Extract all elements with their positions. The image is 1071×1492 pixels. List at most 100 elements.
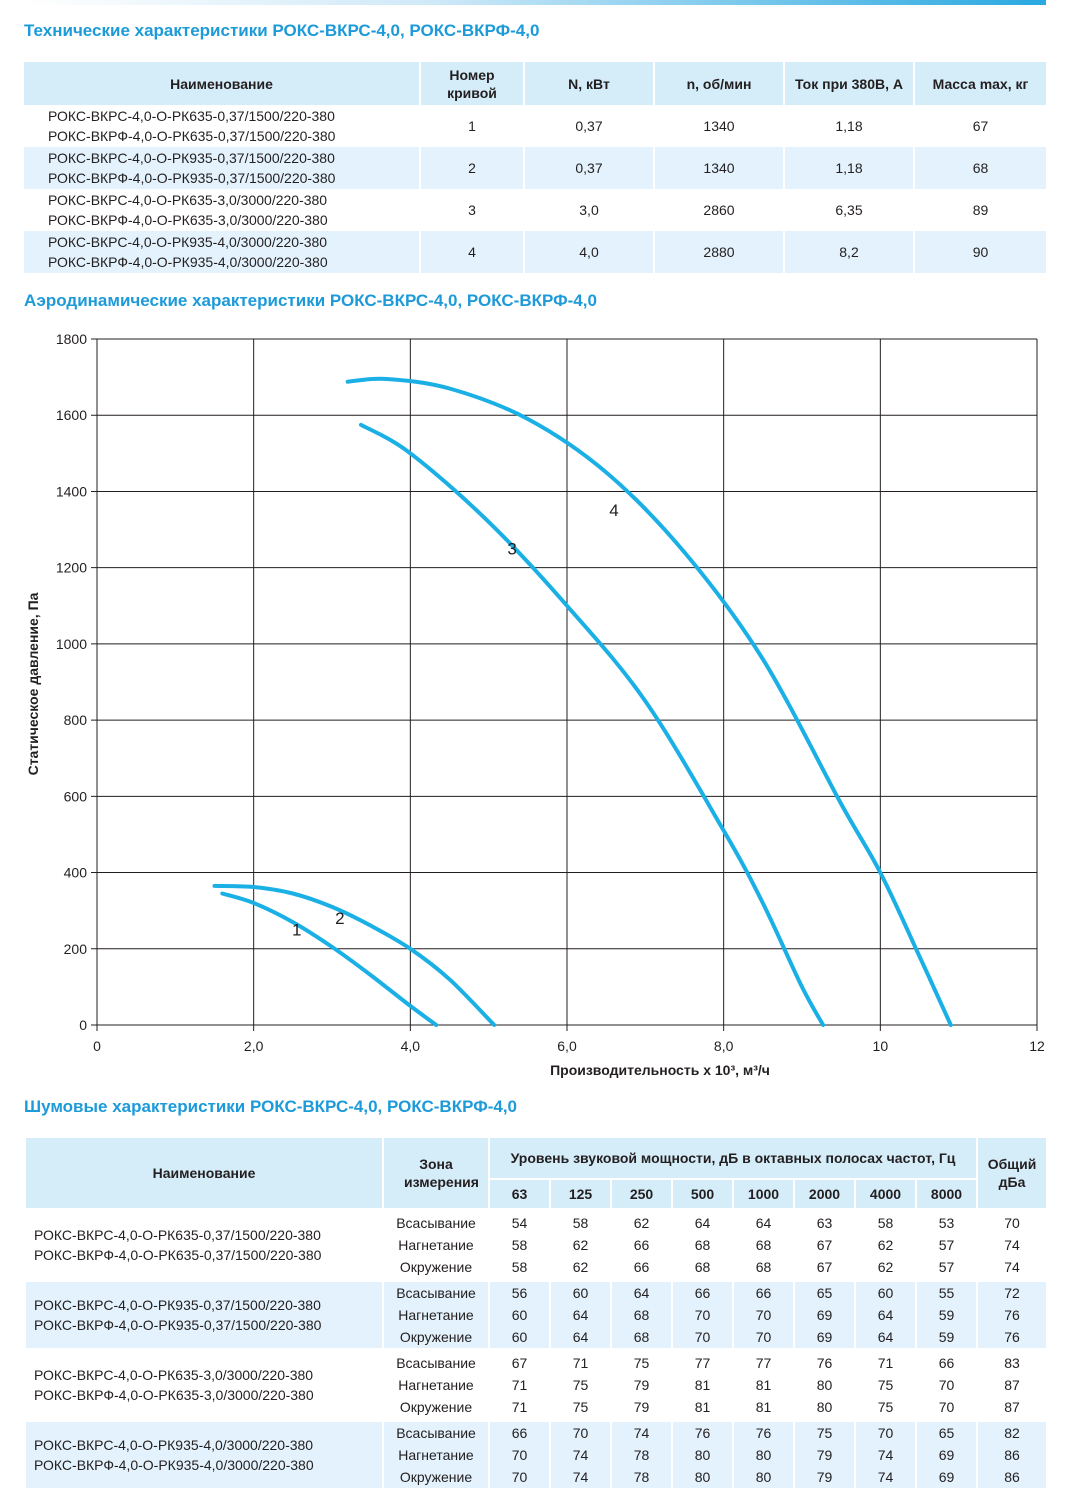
noise-cell-value: 76 (732, 1418, 795, 1444)
noise-cell-value: 54 (488, 1208, 551, 1234)
noise-cell-value: 77 (732, 1348, 795, 1374)
noise-cell-value: 66 (671, 1278, 734, 1304)
curve-label: 2 (335, 909, 344, 928)
model-name-line: РОКС-ВКРС-4,0-О-РК635-3,0/3000/220-380 (48, 192, 328, 208)
noise-cell-value: 62 (854, 1234, 917, 1256)
noise-cell-value: 69 (914, 1444, 979, 1466)
curve-label: 4 (609, 501, 618, 520)
noise-cell-value: 79 (610, 1374, 673, 1396)
spec-row: РОКС-ВКРС-4,0-О-РК935-0,37/1500/220-380 Р… (24, 147, 1046, 189)
spec-cell-name: РОКС-ВКРС-4,0-О-РК935-0,37/1500/220-380 Р… (24, 147, 420, 189)
noise-cell-value: 62 (549, 1234, 612, 1256)
noise-cell-total: 83 (976, 1348, 1049, 1374)
noise-header-total: Общий дБа (976, 1136, 1049, 1211)
noise-cell-value: 63 (793, 1208, 856, 1234)
spec-cell-rpm: 1340 (653, 105, 784, 147)
y-tick-label: 1400 (56, 483, 87, 499)
noise-row: Нагнетание 60 64 68 70 70 69 64 59 76 (25, 1304, 1049, 1326)
x-tick-label: 10 (873, 1038, 889, 1054)
noise-cell-value: 75 (854, 1396, 917, 1420)
y-tick-label: 1200 (56, 560, 87, 576)
noise-cell-value: 67 (793, 1234, 856, 1256)
noise-cell-zone: Окружение (382, 1326, 490, 1350)
x-tick-label: 2,0 (244, 1038, 264, 1054)
noise-cell-value: 56 (488, 1278, 551, 1304)
noise-cell-value: 67 (488, 1348, 551, 1374)
x-tick-label: 0 (93, 1038, 101, 1054)
noise-cell-value: 71 (488, 1396, 551, 1420)
model-name-line: РОКС-ВКРФ-4,0-О-РК935-0,37/1500/220-380 (34, 1317, 322, 1333)
noise-cell-value: 60 (549, 1278, 612, 1304)
noise-cell-value: 57 (914, 1234, 979, 1256)
noise-cell-value: 64 (854, 1304, 917, 1326)
noise-cell-value: 58 (549, 1208, 612, 1234)
noise-cell-value: 62 (854, 1256, 917, 1280)
spec-cell-current: 6,35 (783, 189, 914, 231)
model-name-line: РОКС-ВКРФ-4,0-О-РК935-0,37/1500/220-380 (48, 170, 336, 186)
noise-cell-value: 81 (732, 1374, 795, 1396)
noise-cell-value: 58 (488, 1234, 551, 1256)
noise-table-body: РОКС-ВКРС-4,0-О-РК635-0,37/1500/220-380 Р… (24, 1208, 1049, 1488)
noise-cell-total: 87 (976, 1374, 1049, 1396)
noise-row: Окружение 58 62 66 68 68 67 62 57 74 (25, 1256, 1049, 1280)
noise-cell-value: 66 (610, 1234, 673, 1256)
noise-cell-value: 66 (610, 1256, 673, 1280)
model-name-line: РОКС-ВКРФ-4,0-О-РК635-3,0/3000/220-380 (34, 1387, 314, 1403)
noise-cell-value: 62 (610, 1208, 673, 1234)
noise-cell-value: 58 (854, 1208, 917, 1234)
noise-cell-value: 70 (488, 1444, 551, 1466)
spec-cell-current: 8,2 (783, 231, 914, 273)
noise-cell-value: 69 (914, 1466, 979, 1488)
curve-label: 1 (292, 920, 301, 939)
noise-cell-value: 69 (793, 1304, 856, 1326)
noise-cell-value: 75 (793, 1418, 856, 1444)
curve-label: 3 (507, 539, 516, 558)
model-name-line: РОКС-ВКРФ-4,0-О-РК935-4,0/3000/220-380 (34, 1457, 314, 1473)
noise-header-name: Наименование (24, 1136, 384, 1211)
spec-cell-curve: 2 (419, 147, 524, 189)
noise-cell-zone: Нагнетание (382, 1444, 490, 1466)
noise-cell-value: 60 (854, 1278, 917, 1304)
noise-cell-value: 53 (914, 1208, 979, 1234)
y-tick-label: 400 (64, 865, 88, 881)
noise-cell-value: 67 (793, 1256, 856, 1280)
noise-table: Наименование Зона измерения Уровень звук… (24, 1136, 1049, 1488)
noise-header-freq-row: 63 125 250 500 1000 2000 4000 8000 (25, 1178, 1047, 1211)
noise-cell-zone: Нагнетание (382, 1234, 490, 1256)
spec-cell-power: 4,0 (523, 231, 654, 273)
noise-cell-value: 74 (854, 1466, 917, 1488)
y-tick-label: 200 (64, 941, 88, 957)
freq-header: 1000 (732, 1178, 795, 1211)
noise-cell-value: 68 (732, 1256, 795, 1280)
noise-cell-value: 80 (671, 1466, 734, 1488)
noise-cell-value: 77 (671, 1348, 734, 1374)
curve-1-line (220, 891, 439, 1027)
spec-section-title: Технические характеристики РОКС-ВКРС-4,0… (24, 21, 540, 40)
noise-cell-value: 75 (549, 1374, 612, 1396)
spec-row: РОКС-ВКРС-4,0-О-РК635-3,0/3000/220-380 РО… (24, 189, 1046, 231)
model-name-line: РОКС-ВКРС-4,0-О-РК935-4,0/3000/220-380 (34, 1437, 314, 1453)
spec-cell-name: РОКС-ВКРС-4,0-О-РК635-0,37/1500/220-380 Р… (24, 105, 420, 147)
noise-cell-value: 75 (854, 1374, 917, 1396)
freq-header: 125 (549, 1178, 612, 1211)
noise-cell-zone: Окружение (382, 1256, 490, 1280)
spec-header-name: Наименование (24, 62, 420, 105)
spec-cell-rpm: 2880 (653, 231, 784, 273)
noise-cell-zone: Всасывание (382, 1348, 490, 1374)
noise-cell-total: 70 (976, 1208, 1049, 1234)
noise-row: Окружение 60 64 68 70 70 69 64 59 76 (25, 1326, 1049, 1350)
noise-cell-total: 76 (976, 1304, 1049, 1326)
spec-cell-power: 0,37 (523, 147, 654, 189)
noise-cell-value: 71 (549, 1348, 612, 1374)
model-name-line: РОКС-ВКРФ-4,0-О-РК635-0,37/1500/220-380 (34, 1247, 322, 1263)
noise-cell-value: 65 (793, 1278, 856, 1304)
noise-cell-zone: Нагнетание (382, 1304, 490, 1326)
noise-cell-value: 76 (671, 1418, 734, 1444)
model-name-line: РОКС-ВКРФ-4,0-О-РК935-4,0/3000/220-380 (48, 254, 328, 270)
freq-header: 4000 (854, 1178, 917, 1211)
spec-cell-current: 1,18 (783, 105, 914, 147)
top-accent-bar (24, 0, 1046, 5)
noise-cell-value: 68 (671, 1234, 734, 1256)
noise-row: РОКС-ВКРС-4,0-О-РК935-0,37/1500/220-380 Р… (24, 1278, 1049, 1350)
freq-header: 250 (610, 1178, 673, 1211)
